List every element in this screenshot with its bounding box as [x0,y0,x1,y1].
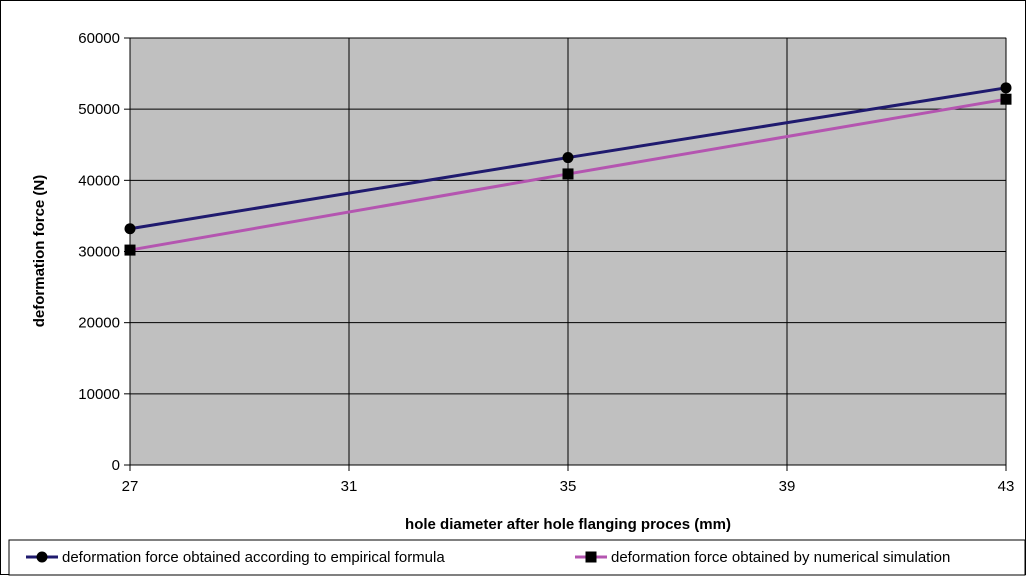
legend-marker [36,551,48,563]
legend-box [8,539,1026,576]
y-axis-title: deformation force (N) [31,175,48,328]
legend-label: deformation force obtained according to … [62,549,445,566]
x-axis-title: hole diameter after hole flanging proces… [405,516,731,533]
y-tick-label: 60000 [78,30,120,47]
y-tick-label: 50000 [78,101,120,118]
x-tick-label: 39 [779,478,796,495]
data-point-series-2 [562,168,574,180]
x-tick-label: 27 [122,478,139,495]
legend-entries: deformation force obtained according to … [26,549,950,566]
legend-marker [585,551,597,563]
legend: deformation force obtained according to … [8,539,1026,576]
data-point-series-1 [1000,82,1012,94]
data-point-series-2 [1000,93,1012,105]
y-tick-label: 20000 [78,315,120,332]
y-tick-labels: 0 10000 20000 30000 40000 50000 60000 [78,30,120,474]
x-tick-label: 35 [560,478,577,495]
y-tick-label: 40000 [78,172,120,189]
data-point-series-1 [124,223,136,235]
data-point-series-1 [562,152,574,164]
y-tick-label: 10000 [78,386,120,403]
data-point-series-2 [124,244,136,256]
x-tick-label: 31 [341,478,358,495]
legend-label: deformation force obtained by numerical … [611,549,950,566]
x-tick-label: 43 [998,478,1015,495]
y-tick-label: 0 [112,457,120,474]
x-tick-labels: 27 31 35 39 43 [122,478,1015,495]
series [124,82,1012,256]
grid-lines [130,37,1007,465]
y-tick-label: 30000 [78,244,120,261]
